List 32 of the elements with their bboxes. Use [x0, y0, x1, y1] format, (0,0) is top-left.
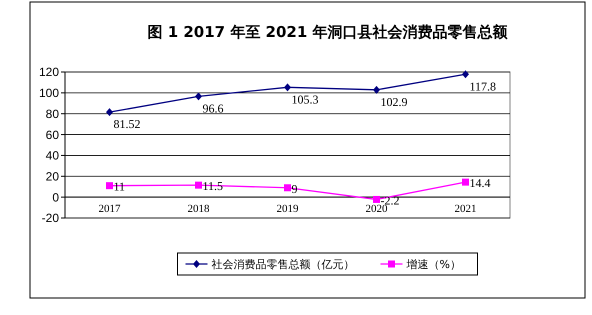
point — [284, 184, 291, 192]
point — [462, 178, 469, 186]
data-label: 81.52 — [114, 117, 140, 132]
x-tick-label: 2017 — [98, 203, 121, 215]
point — [284, 83, 291, 92]
point — [373, 86, 380, 94]
data-label: 102.9 — [380, 94, 408, 109]
point — [195, 92, 202, 100]
point — [195, 182, 202, 189]
data-label: 14.4 — [470, 176, 490, 190]
y-tick-label: -20 — [42, 211, 60, 226]
data-label: 105.3 — [292, 92, 318, 106]
chart-title: 图 1 2017 年至 2021 年洞口县社会消费品零售总额 — [147, 23, 509, 41]
y-tick-label: 60 — [46, 128, 60, 142]
y-tick-label: 120 — [38, 65, 60, 80]
point — [462, 70, 469, 78]
y-tick-label: 100 — [38, 86, 60, 100]
y-tick-label: 20 — [46, 169, 60, 184]
y-tick-label: 40 — [46, 148, 60, 163]
data-label: 117.8 — [470, 79, 496, 94]
x-tick-label: 2021 — [454, 203, 476, 215]
point — [373, 196, 380, 203]
y-tick-label: 80 — [46, 106, 60, 121]
x-tick-label: 2020 — [366, 203, 388, 215]
data-label: 96.6 — [202, 101, 224, 116]
x-tick-label: 2018 — [188, 203, 210, 215]
legend-label: 社会消费品零售总额（亿元） — [212, 258, 354, 271]
point — [106, 182, 113, 190]
point — [106, 108, 113, 116]
legend-label: 增速（%） — [406, 258, 461, 271]
x-tick-label: 2019 — [276, 203, 299, 215]
y-tick-label: 0 — [52, 190, 60, 204]
